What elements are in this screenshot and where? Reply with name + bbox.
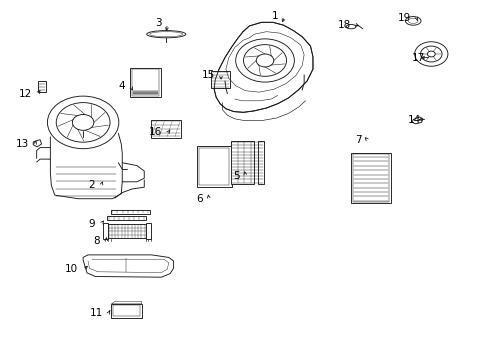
Bar [196, 146, 231, 187]
Bar [111, 304, 142, 318]
Text: 4: 4 [118, 81, 124, 91]
Circle shape [47, 96, 119, 149]
Text: 17: 17 [411, 53, 425, 63]
Circle shape [72, 114, 94, 130]
Text: 13: 13 [16, 139, 29, 149]
Text: 12: 12 [19, 89, 32, 99]
Polygon shape [214, 22, 312, 112]
Circle shape [235, 39, 294, 82]
Ellipse shape [407, 18, 417, 23]
Ellipse shape [346, 24, 355, 29]
Text: 9: 9 [88, 219, 95, 229]
Bar [110, 210, 149, 214]
Text: 5: 5 [232, 171, 239, 181]
Circle shape [256, 54, 273, 67]
Circle shape [427, 51, 434, 57]
Circle shape [420, 46, 441, 62]
Bar [102, 223, 107, 239]
Bar [129, 68, 161, 97]
Bar [199, 148, 229, 185]
Text: 19: 19 [397, 13, 410, 23]
Text: 7: 7 [354, 135, 361, 145]
Bar [350, 153, 390, 203]
Bar [106, 224, 146, 238]
Bar [38, 81, 46, 92]
Bar [258, 141, 264, 184]
Ellipse shape [149, 32, 183, 37]
Bar [106, 216, 145, 220]
Circle shape [243, 45, 286, 76]
Bar [211, 71, 229, 88]
Bar [145, 223, 150, 239]
Text: 16: 16 [149, 127, 162, 138]
Circle shape [414, 42, 447, 66]
Polygon shape [111, 301, 142, 304]
Polygon shape [411, 117, 422, 124]
Text: 14: 14 [407, 114, 421, 125]
Polygon shape [83, 255, 173, 277]
Polygon shape [33, 140, 41, 147]
Text: 10: 10 [65, 264, 78, 274]
Circle shape [56, 103, 110, 142]
Ellipse shape [146, 31, 185, 38]
Text: 3: 3 [154, 18, 161, 28]
Bar [230, 141, 254, 184]
Bar [150, 120, 181, 138]
Text: 8: 8 [93, 236, 100, 246]
Text: 6: 6 [196, 194, 203, 204]
Text: 2: 2 [88, 180, 95, 190]
Text: 15: 15 [202, 70, 215, 80]
Bar [113, 305, 140, 316]
Text: 18: 18 [337, 20, 350, 30]
Text: 1: 1 [271, 11, 278, 21]
Bar [352, 154, 388, 202]
Text: 11: 11 [89, 308, 102, 318]
Bar [131, 69, 159, 96]
Ellipse shape [405, 17, 420, 25]
